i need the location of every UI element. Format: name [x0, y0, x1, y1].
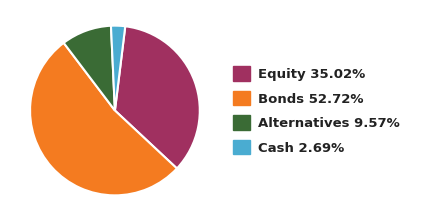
Legend: Equity 35.02%, Bonds 52.72%, Alternatives 9.57%, Cash 2.69%: Equity 35.02%, Bonds 52.72%, Alternative…	[228, 61, 405, 160]
Wedge shape	[64, 26, 115, 110]
Wedge shape	[115, 26, 200, 168]
Wedge shape	[111, 26, 125, 110]
Wedge shape	[30, 43, 177, 195]
